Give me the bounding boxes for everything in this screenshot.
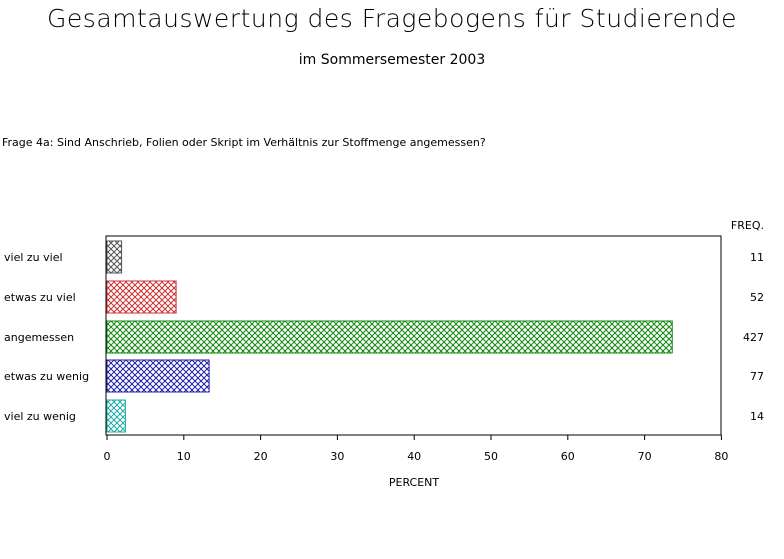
bar-1 [106, 280, 177, 314]
freq-value-2: 427 [743, 331, 764, 344]
category-label-1: etwas zu viel [4, 291, 76, 304]
page-title: Gesamtauswertung des Fragebogens für Stu… [47, 4, 737, 33]
bar-4 [106, 399, 126, 433]
freq-value-3: 77 [750, 370, 764, 383]
category-label-2: angemessen [4, 331, 74, 344]
category-label-0: viel zu viel [4, 251, 63, 264]
freq-header: FREQ. [731, 219, 764, 232]
x-tick-label-6: 60 [561, 450, 575, 463]
x-tick-label-3: 30 [330, 450, 344, 463]
page-subtitle: im Sommersemester 2003 [298, 52, 486, 68]
x-tick-label-4: 40 [407, 450, 421, 463]
category-label-4: viel zu wenig [4, 410, 76, 423]
bar-3 [106, 359, 210, 393]
freq-value-4: 14 [750, 410, 764, 423]
bar-2 [106, 320, 673, 354]
bar-0 [106, 240, 123, 274]
x-tick-label-2: 20 [254, 450, 268, 463]
x-tick-label-7: 70 [638, 450, 652, 463]
question-text: Frage 4a: Sind Anschrieb, Folien oder Sk… [2, 136, 486, 149]
category-label-3: etwas zu wenig [4, 370, 89, 383]
plot-frame [105, 235, 722, 436]
x-tick-label-0: 0 [104, 450, 111, 463]
x-tick-label-1: 10 [177, 450, 191, 463]
x-tick-label-8: 80 [714, 450, 728, 463]
freq-value-1: 52 [750, 291, 764, 304]
x-axis-label: PERCENT [389, 476, 440, 489]
freq-value-0: 11 [750, 251, 764, 264]
x-tick-label-5: 50 [484, 450, 498, 463]
